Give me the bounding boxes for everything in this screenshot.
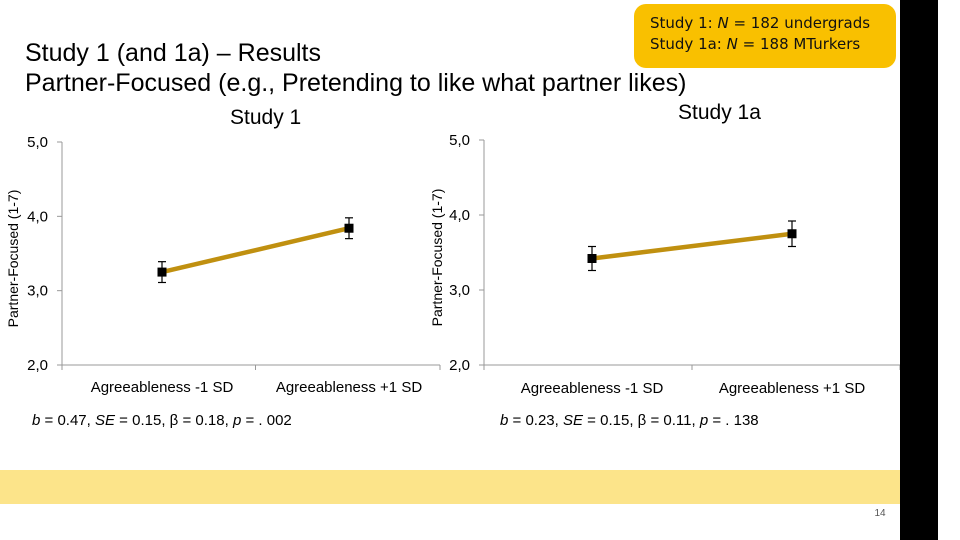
panel-title-study1: Study 1 [230,106,302,129]
page-number: 14 [874,508,886,519]
y-axis-label-1: Partner-Focused (1-7) [429,189,445,327]
category-label-0-1: Agreeableness +1 SD [276,379,423,396]
category-label-1-1: Agreeableness +1 SD [719,380,866,397]
bottom-accent-band [0,470,900,504]
y-tick-label-0-0: 2,0 [27,357,48,374]
callout-line-study1a: Study 1a: N = 188 MTurkers [650,35,861,53]
stats-study1a: b = 0.23, SE = 0.15, β = 0.11, p = . 138 [500,412,759,429]
y-tick-label-1-1: 3,0 [449,282,470,299]
callout-line-study1: Study 1: N = 182 undergrads [650,14,871,32]
data-point-1-0 [587,254,597,263]
data-point-1-1 [787,229,797,239]
results-charts: 2,0 3,0 4,0 5,0 Partner-Focused (1-7) Agreeab… [5,132,901,397]
series-line-0 [161,226,350,275]
category-label-1-0: Agreeableness -1 SD [521,380,664,397]
y-tick-label-1-0: 2,0 [449,357,470,374]
y-tick-label-0-2: 4,0 [27,208,48,225]
right-edge-bar [900,0,938,540]
y-tick-label-0-1: 3,0 [27,283,48,300]
panel-title-study1a: Study 1a [678,101,761,124]
y-tick-label-1-2: 4,0 [449,207,470,224]
y-axis-label-0: Partner-Focused (1-7) [5,190,21,328]
category-label-0-0: Agreeableness -1 SD [91,379,234,396]
series-line-1 [591,231,793,261]
data-point-0-0 [157,267,167,277]
y-tick-label-1-3: 5,0 [449,132,470,149]
slide-title-line2: Partner-Focused (e.g., Pretending to lik… [25,69,687,97]
data-point-0-1 [344,223,354,233]
slide-title-line1: Study 1 (and 1a) – Results [25,39,321,67]
sample-size-callout: Study 1: N = 182 undergrads Study 1a: N … [634,4,896,68]
slide-title: Study 1 (and 1a) – Results Partner-Focus… [25,38,686,98]
y-tick-label-0-3: 5,0 [27,134,48,151]
stats-study1: b = 0.47, SE = 0.15, β = 0.18, p = . 002 [32,412,292,429]
